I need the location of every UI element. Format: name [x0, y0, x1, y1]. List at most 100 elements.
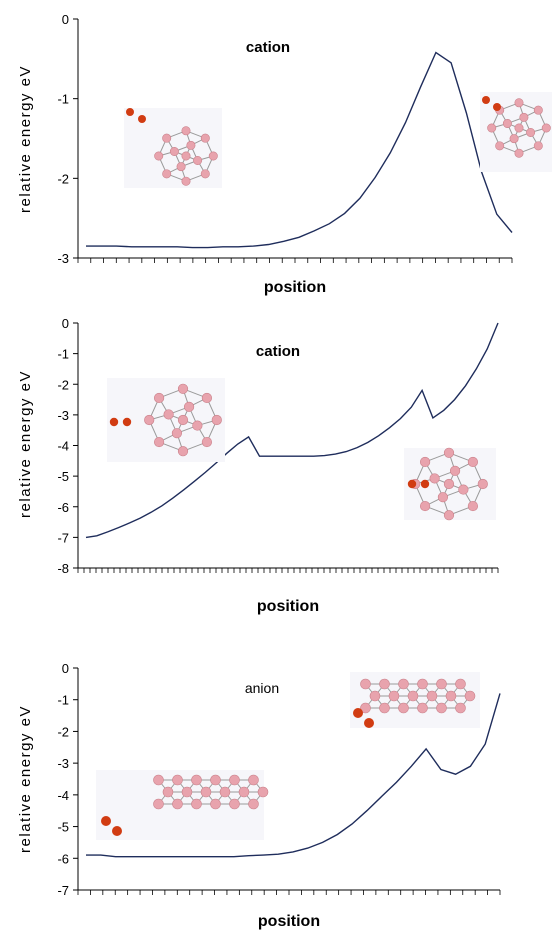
y-tick-label: -7: [57, 530, 69, 545]
boron-atom: [153, 798, 164, 810]
boron-atom: [162, 169, 172, 179]
sheet-illustration-left: [96, 770, 269, 840]
boron-atom: [200, 169, 210, 179]
boron-atom: [443, 510, 455, 521]
boron-atom: [455, 678, 466, 690]
boron-atom: [519, 112, 529, 122]
y-tick-label: -2: [57, 377, 69, 392]
boron-atom: [257, 786, 269, 798]
oxygen-molecule-right: [482, 96, 501, 111]
oxygen-atom: [126, 108, 134, 116]
annotation-label: cation: [256, 343, 300, 360]
chart-2: 0 -1 -2 -3 -4 -5 -6 -7 -8 relative energy eV posit…: [17, 316, 499, 615]
cluster-illustration-right: [404, 447, 496, 521]
boron-atom: [477, 478, 488, 490]
series-line: [86, 693, 501, 858]
boron-atom: [191, 798, 202, 810]
boron-atom: [526, 127, 536, 137]
boron-atom: [177, 446, 189, 457]
boron-atom: [443, 447, 455, 458]
y-tick-label: 0: [62, 661, 69, 676]
boron-atom: [426, 690, 438, 702]
boron-atom: [177, 414, 189, 426]
oxygen-atom: [353, 708, 363, 718]
boron-atom: [248, 798, 259, 810]
boron-atom: [360, 678, 371, 690]
x-axis-title: position: [257, 598, 319, 615]
boron-atom: [201, 392, 213, 404]
boron-atom: [200, 133, 210, 143]
oxygen-atom: [112, 826, 122, 836]
boron-atom: [181, 126, 191, 136]
y-axis-title: relative energy eV: [17, 705, 34, 853]
y-tick-label: -3: [57, 756, 69, 771]
boron-atom: [369, 690, 381, 702]
boron-atom: [514, 148, 524, 158]
y-tick-label: -3: [57, 251, 69, 266]
oxygen-atom: [138, 115, 146, 123]
boron-atom: [201, 436, 213, 448]
boron-atom: [398, 702, 409, 714]
boron-atom: [186, 140, 196, 150]
boron-atom: [154, 151, 164, 161]
boron-atom: [169, 147, 179, 157]
boron-atom: [502, 119, 512, 129]
y-tick-label: -1: [57, 92, 69, 107]
boron-atom: [171, 428, 183, 439]
chart-1: 0 -1 -2 -3 relative energy eV position cation: [17, 12, 513, 296]
boron-atom: [514, 123, 524, 133]
x-axis-title: position: [258, 913, 320, 930]
boron-atom: [172, 798, 183, 810]
boron-atom: [193, 155, 203, 165]
oxygen-molecule-right: [407, 479, 430, 489]
boron-atom: [162, 133, 172, 143]
y-tick-label: -2: [57, 724, 69, 739]
annotation-label: anion: [245, 680, 279, 696]
boron-atom: [208, 151, 218, 161]
y-tick-label: -7: [57, 883, 69, 898]
boron-atom: [429, 473, 440, 484]
y-tick-label: -4: [57, 788, 69, 803]
boron-atom: [177, 383, 189, 394]
boron-atom: [219, 786, 231, 798]
boron-atom: [417, 678, 428, 690]
y-axis-title: relative energy eV: [17, 65, 34, 213]
boron-atom: [238, 786, 250, 798]
boron-atom: [172, 774, 183, 786]
y-tick-label: -5: [57, 469, 69, 484]
series-line: [85, 322, 499, 539]
boron-atom: [181, 176, 191, 186]
boron-atom: [458, 484, 469, 495]
y-tick-label: -3: [57, 408, 69, 423]
boron-atom: [229, 798, 240, 810]
y-tick-label: 0: [62, 316, 69, 331]
boron-atom: [153, 392, 165, 404]
boron-atom: [436, 702, 447, 714]
chart-3: 0 -1 -2 -3 -4 -5 -6 -7 relative energy eV positio…: [17, 661, 501, 930]
boron-atom: [200, 786, 212, 798]
boron-atom: [417, 702, 428, 714]
y-tick-label: -1: [57, 693, 69, 708]
oxygen-atom: [109, 417, 119, 427]
boron-atom: [162, 786, 174, 798]
oxygen-atom: [482, 96, 490, 104]
boron-atom: [514, 98, 524, 108]
boron-atom: [445, 690, 457, 702]
boron-atom: [495, 141, 505, 151]
boron-atom: [437, 492, 449, 503]
boron-atom: [487, 123, 497, 133]
boron-atom: [181, 786, 193, 798]
oxygen-molecule-right: [353, 708, 374, 728]
boron-atom: [163, 409, 174, 420]
x-axis-title: position: [264, 279, 326, 296]
boron-atom: [192, 420, 203, 431]
y-tick-label: -6: [57, 500, 69, 515]
boron-atom: [360, 702, 371, 714]
y-axis-title: relative energy eV: [17, 370, 34, 518]
boron-atom: [191, 774, 202, 786]
oxygen-atom: [420, 479, 430, 489]
y-tick-label: 0: [62, 12, 69, 27]
boron-atom: [419, 500, 431, 512]
boron-atom: [419, 456, 431, 468]
